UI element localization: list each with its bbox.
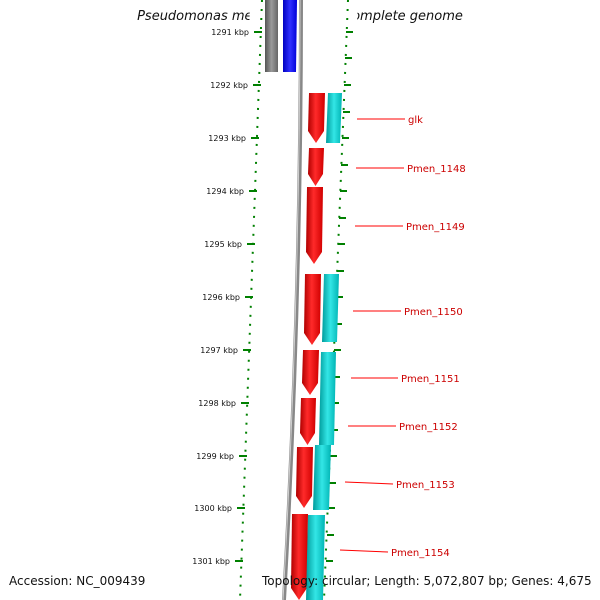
- tick-label: 1293 kbp: [208, 134, 246, 143]
- gene-label[interactable]: Pmen_1152: [399, 422, 458, 433]
- tick-label: 1294 kbp: [206, 187, 244, 196]
- tick-label: 1299 kbp: [196, 452, 234, 461]
- tick-label: 1292 kbp: [210, 81, 248, 90]
- tick-label: 1301 kbp: [192, 557, 230, 566]
- topology-text: Topology: circular; Length: 5,072,807 bp…: [262, 574, 592, 588]
- tick-label: 1300 kbp: [194, 504, 232, 513]
- cds-feature: [319, 352, 336, 445]
- genome-backbone-highlight: [282, 0, 301, 600]
- cds-feature: [322, 274, 339, 342]
- tick-label: 1298 kbp: [198, 399, 236, 408]
- gene-label[interactable]: glk: [408, 115, 423, 126]
- cds-feature: [306, 515, 325, 600]
- tick-label: 1291 kbp: [211, 28, 249, 37]
- blue-rna-feature: [283, 0, 297, 72]
- forward-gene-arrow: [308, 148, 324, 186]
- cds-feature: [313, 445, 331, 510]
- gray-gene-feature: [265, 0, 278, 72]
- forward-gene-arrow: [304, 274, 321, 345]
- inner-dotted-ring: [239, 0, 263, 600]
- accession-text: Accession: NC_009439: [9, 574, 146, 588]
- gene-label[interactable]: Pmen_1149: [406, 222, 465, 233]
- gene-label[interactable]: Pmen_1150: [404, 307, 463, 318]
- outer-dotted-ring: [323, 0, 349, 600]
- forward-gene-arrow: [300, 398, 316, 445]
- gene-label[interactable]: Pmen_1154: [391, 548, 450, 559]
- gene-label-leader: [339, 549, 389, 553]
- gene-label[interactable]: Pmen_1153: [396, 480, 455, 491]
- tick-label: 1296 kbp: [202, 293, 240, 302]
- gene-label[interactable]: Pmen_1151: [401, 374, 460, 385]
- forward-gene-arrow: [296, 447, 313, 508]
- tick-label: 1295 kbp: [204, 240, 242, 249]
- forward-gene-arrow: [302, 350, 319, 395]
- forward-gene-arrow: [306, 187, 323, 264]
- forward-gene-arrow: [308, 93, 325, 143]
- genome-backbone: [282, 0, 303, 600]
- gene-label-leader: [344, 481, 394, 485]
- cds-feature: [326, 93, 342, 143]
- gene-label[interactable]: Pmen_1148: [407, 164, 466, 175]
- tick-label: 1297 kbp: [200, 346, 238, 355]
- forward-gene-arrow: [291, 514, 308, 600]
